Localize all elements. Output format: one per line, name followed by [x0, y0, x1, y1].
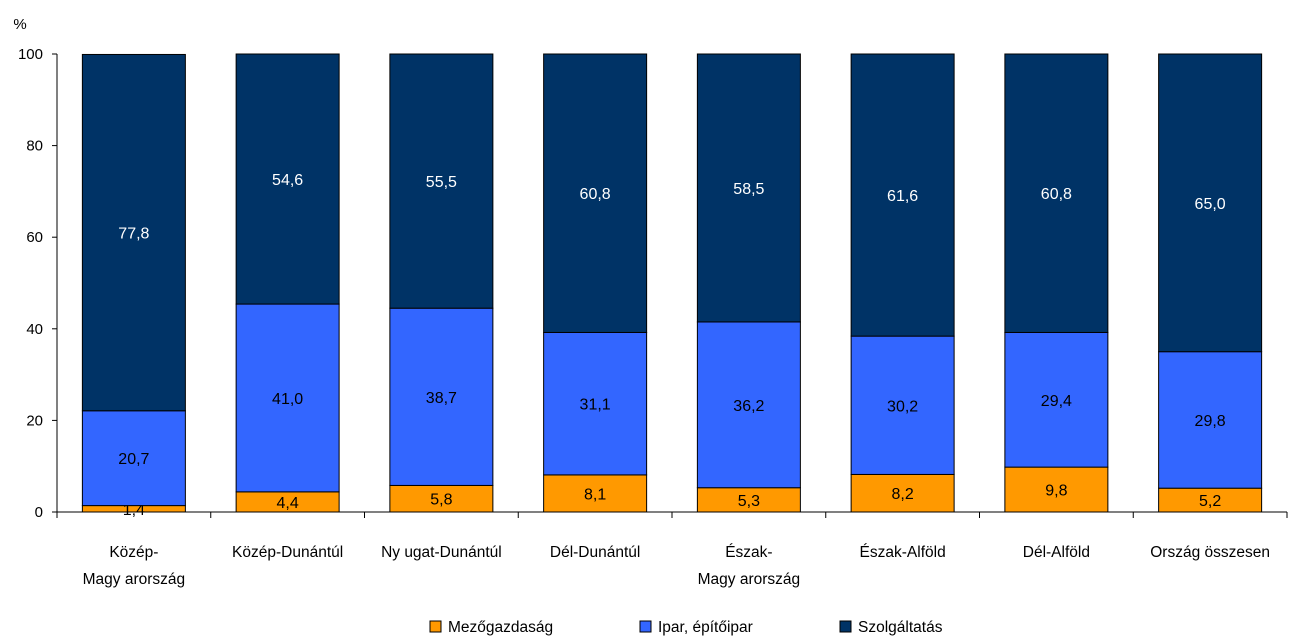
x-category-label: Közép- — [109, 544, 158, 561]
x-category-label: Ny ugat-Dunántúl — [381, 544, 502, 561]
data-label: 29,4 — [1041, 393, 1072, 410]
bar-segment — [543, 331, 648, 476]
legend-label: Ipar, építőipar — [658, 619, 753, 636]
data-label: 36,2 — [733, 398, 764, 415]
data-label: 77,8 — [118, 226, 149, 243]
legend: Mezőgazdaság Ipar, építőipar Szolgáltatás — [429, 619, 943, 636]
x-category-label: Dél-Dunántúl — [550, 544, 640, 561]
data-label: 20,7 — [118, 451, 149, 468]
bar-segment — [389, 53, 494, 309]
legend-swatch — [839, 620, 852, 633]
bar-segment — [235, 303, 340, 493]
x-category-label: Ország összesen — [1150, 544, 1270, 561]
x-category-label: Dél-Alföld — [1023, 544, 1090, 561]
data-label: 31,1 — [580, 397, 611, 414]
x-category-label: Észak- — [725, 544, 772, 561]
y-tick-label: 100 — [18, 46, 43, 63]
legend-label: Mezőgazdaság — [448, 619, 553, 636]
legend-swatch — [639, 620, 652, 633]
data-label: 38,7 — [426, 390, 457, 407]
legend-swatch — [429, 620, 442, 633]
x-category-label: Közép-Dunántúl — [232, 544, 343, 561]
bar-segment — [235, 53, 340, 305]
bar-segment — [389, 307, 494, 486]
data-label: 5,8 — [430, 492, 452, 509]
data-label: 61,6 — [887, 188, 918, 205]
data-label: 65,0 — [1195, 196, 1226, 213]
bar-segment — [1158, 351, 1263, 489]
y-tick-label: 60 — [26, 229, 43, 246]
data-label: 55,5 — [426, 174, 457, 191]
bar-segment — [696, 53, 801, 323]
y-tick-label: 80 — [26, 138, 43, 155]
data-label: 54,6 — [272, 172, 303, 189]
bar-segment — [696, 321, 801, 489]
data-label: 5,2 — [1199, 493, 1221, 510]
legend-label: Szolgáltatás — [858, 619, 943, 636]
data-label: 29,8 — [1195, 413, 1226, 430]
bar-segment — [850, 335, 955, 475]
x-category-label: Észak-Alföld — [860, 544, 946, 561]
x-category-label: Magy arország — [83, 571, 186, 588]
data-label: 58,5 — [733, 181, 764, 198]
bar-segment — [696, 487, 801, 513]
bar-segment — [81, 410, 186, 507]
data-label: 4,4 — [277, 495, 299, 512]
bar-segment — [1004, 466, 1109, 513]
data-label: 9,8 — [1045, 483, 1067, 500]
data-label: 60,8 — [580, 186, 611, 203]
data-label: 8,1 — [584, 486, 606, 503]
bar-segment — [543, 53, 648, 333]
y-tick-label: 40 — [26, 321, 43, 338]
data-label: 60,8 — [1041, 186, 1072, 203]
y-tick-label: 20 — [26, 412, 43, 429]
bar-segment — [850, 53, 955, 337]
bar-segment — [1158, 53, 1263, 353]
y-unit-label: % — [13, 16, 26, 33]
bar-segment — [1004, 53, 1109, 333]
data-label: 8,2 — [892, 486, 914, 503]
data-label: 5,3 — [738, 493, 760, 510]
bar-segment — [81, 53, 186, 412]
bar-segment — [1004, 331, 1109, 468]
data-label: 30,2 — [887, 398, 918, 415]
data-label: 41,0 — [272, 391, 303, 408]
y-tick-label: 0 — [35, 504, 43, 521]
x-category-label: Magy arország — [698, 571, 801, 588]
